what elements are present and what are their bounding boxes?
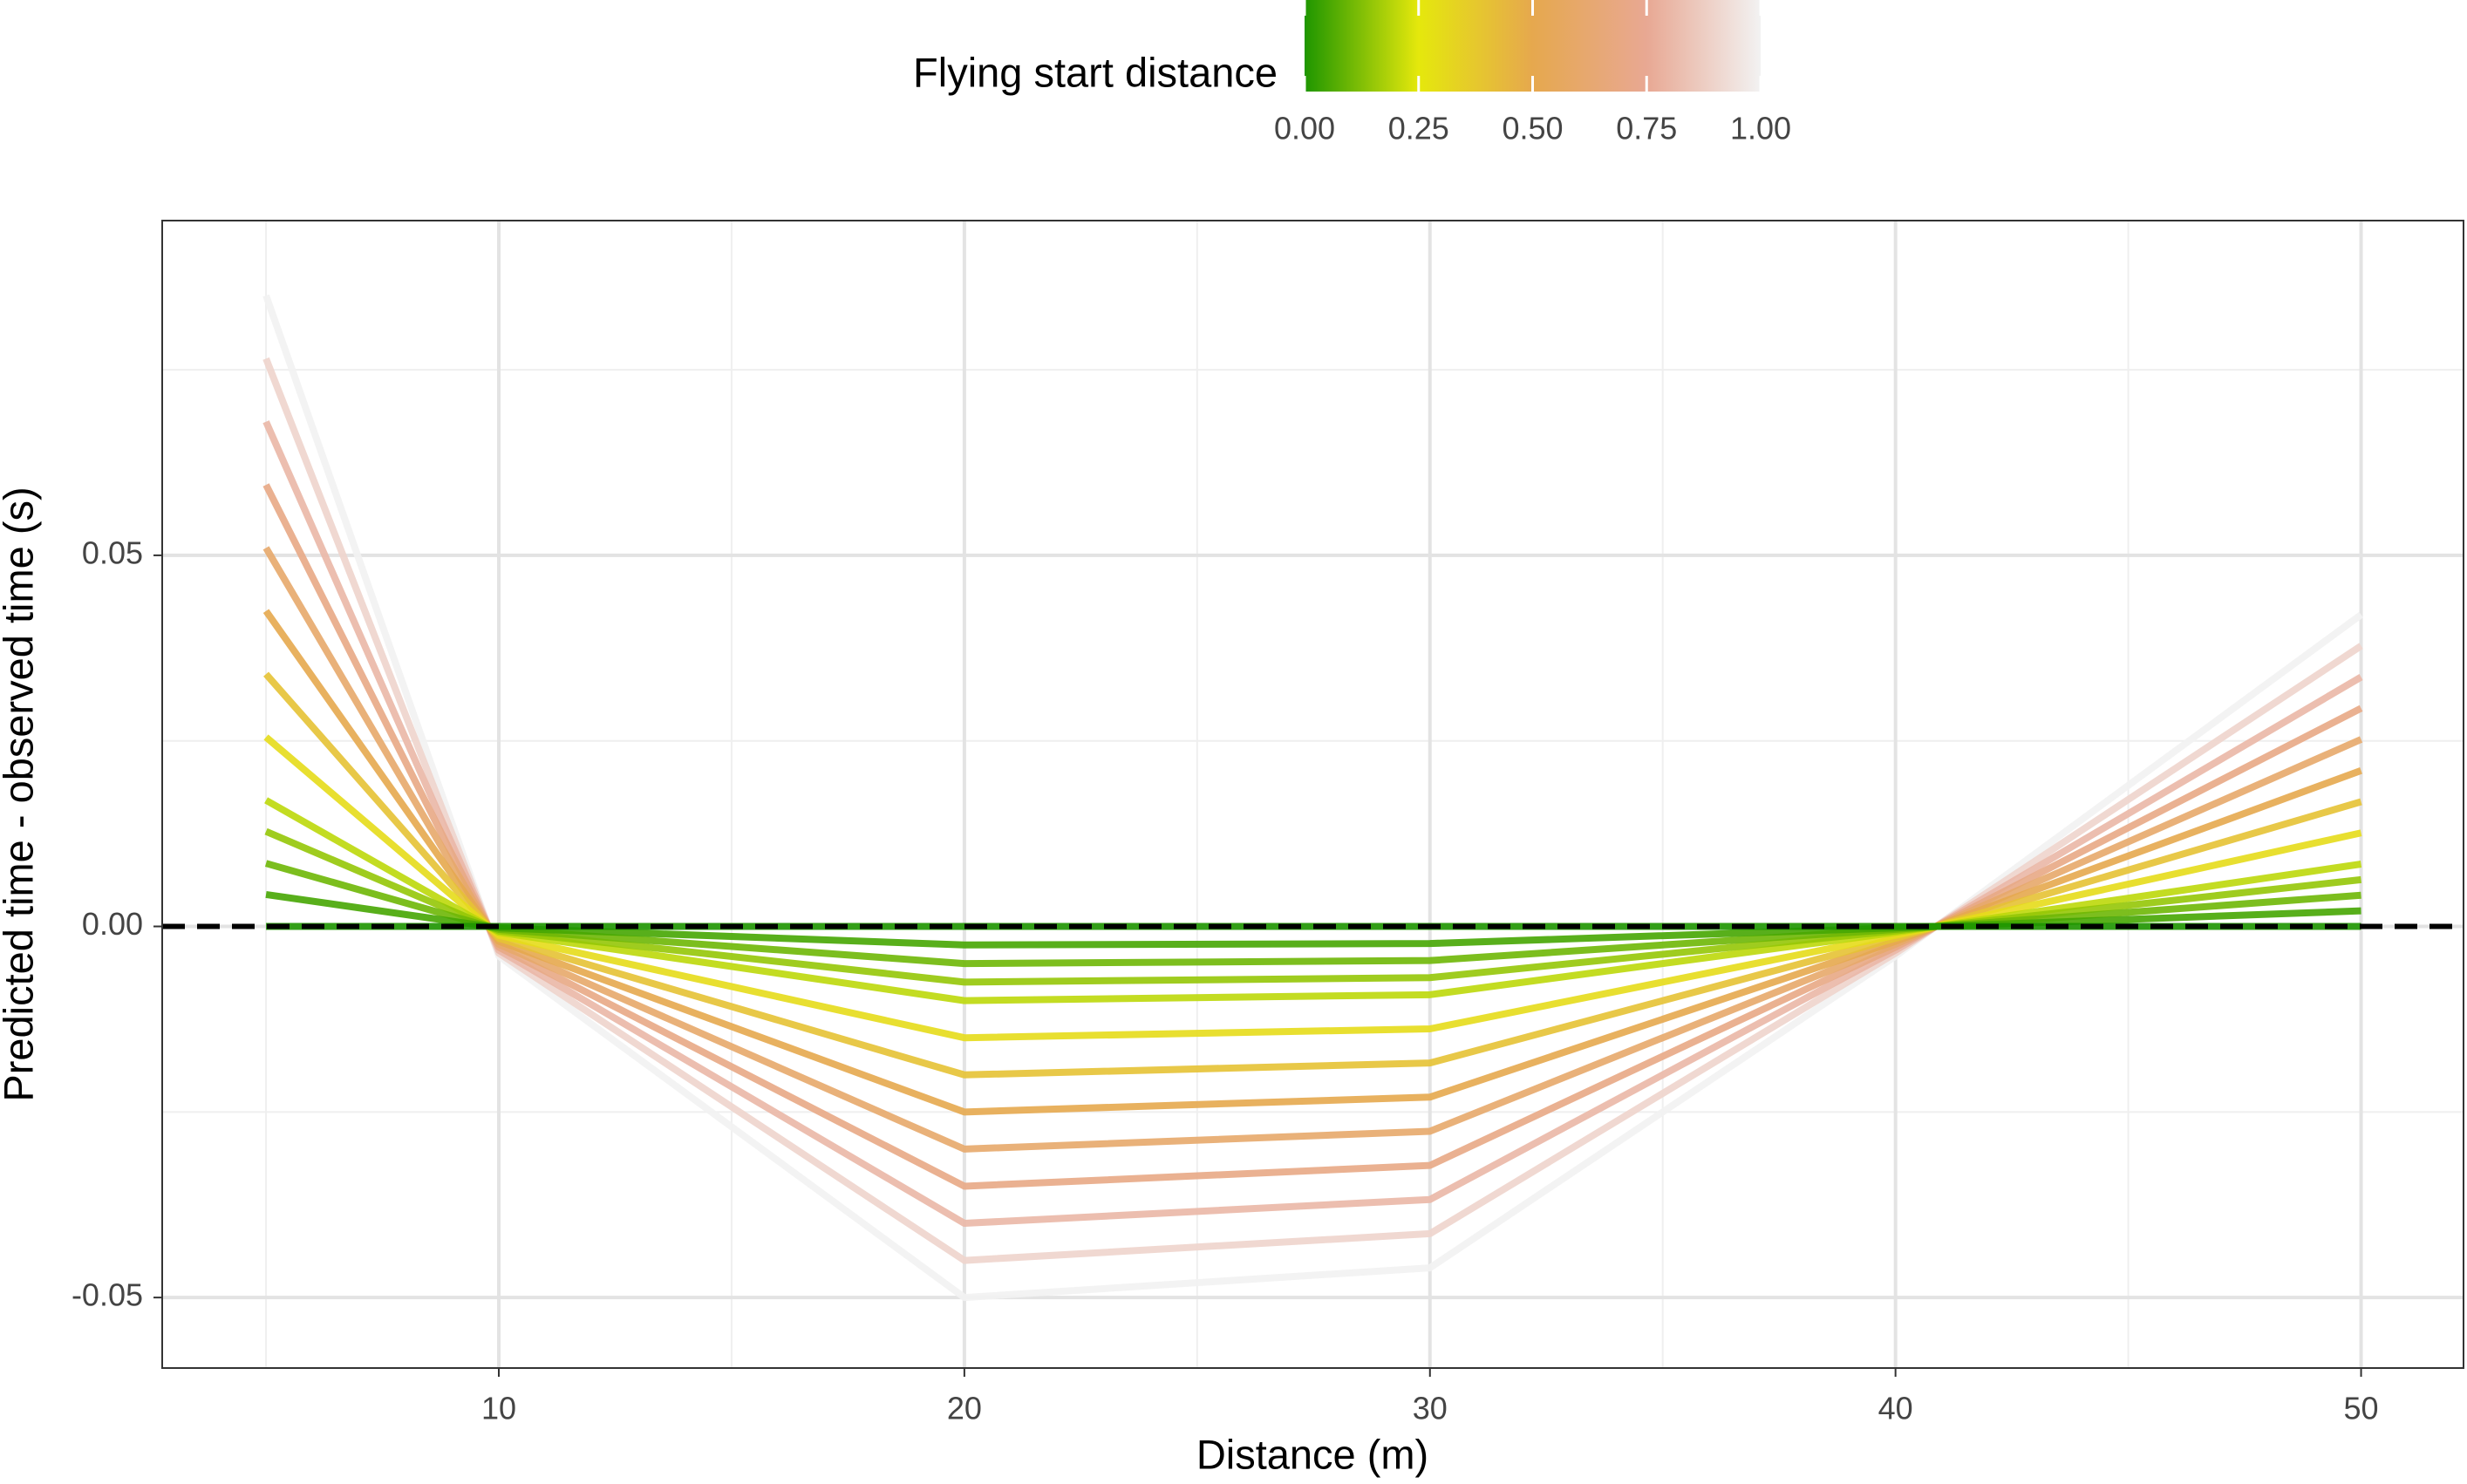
x-tick-label: 50 [2344,1391,2379,1426]
y-tick-label: -0.05 [72,1277,143,1313]
y-axis-title: Predicted time - observed time (s) [0,487,41,1101]
plot-panel [162,221,2464,1368]
x-tick-label: 30 [1413,1391,1448,1426]
colorbar-tick-label: 0.75 [1616,111,1677,146]
colorbar-tick-label: 0.00 [1274,111,1335,146]
y-tick-label: 0.05 [82,534,143,570]
x-tick-label: 20 [947,1391,982,1426]
plot-border [161,220,2464,1369]
colorbar-tick-label: 0.50 [1502,111,1563,146]
x-axis-title: Distance (m) [1196,1431,1428,1477]
legend-title: Flying start distance [913,49,1278,95]
x-tick-label: 10 [481,1391,516,1426]
colorbar-tick-label: 0.25 [1388,111,1449,146]
x-tick-label: 40 [1878,1391,1913,1426]
colorbar-tick-label: 1.00 [1730,111,1791,146]
y-tick-label: 0.00 [82,906,143,942]
